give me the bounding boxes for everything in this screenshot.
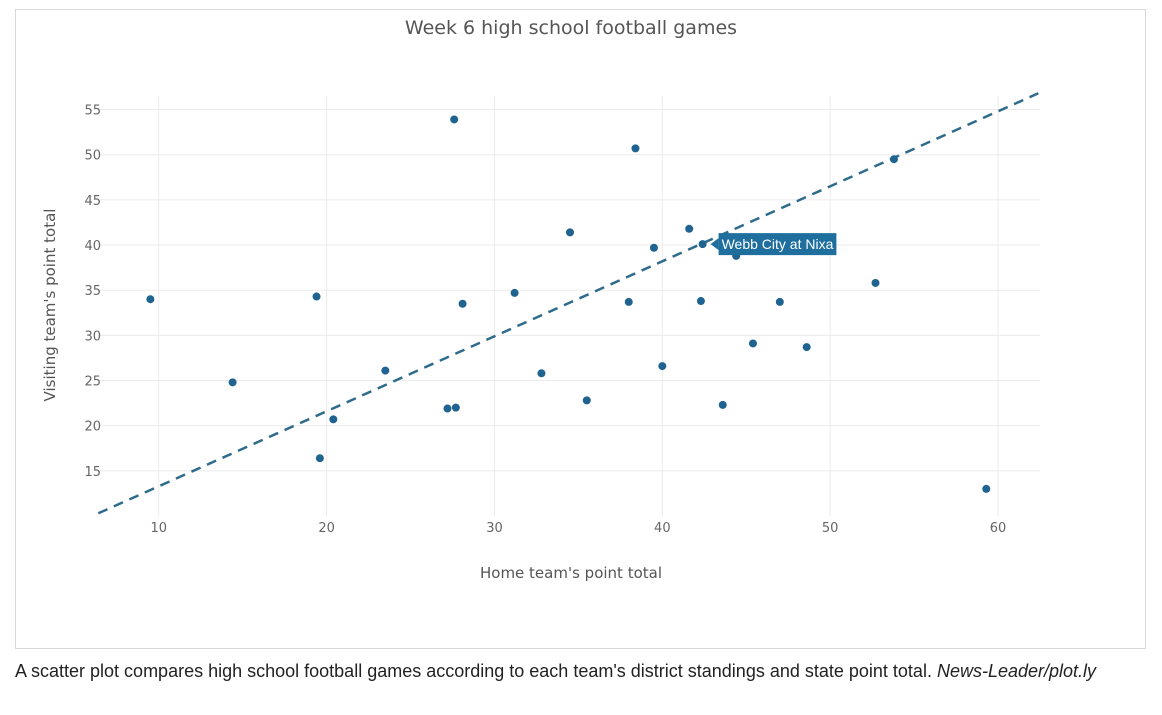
y-tick-label: 15 [84, 465, 101, 480]
data-point[interactable] [443, 404, 452, 413]
hover-tooltip: Webb City at Nixa [710, 233, 837, 256]
data-point[interactable] [510, 288, 519, 297]
tooltip-pointer [710, 238, 719, 251]
y-tick-label: 25 [84, 375, 101, 390]
data-point[interactable] [658, 362, 667, 371]
data-point[interactable] [582, 396, 591, 405]
data-point[interactable] [458, 299, 467, 308]
chart-title: Week 6 high school football games [405, 17, 737, 39]
data-point[interactable] [685, 224, 694, 233]
x-tick-label: 20 [318, 521, 335, 536]
figure-caption: A scatter plot compares high school foot… [15, 660, 1145, 683]
data-point[interactable] [315, 454, 324, 463]
caption-source: News-Leader/plot.ly [936, 661, 1097, 681]
tooltip-label: Webb City at Nixa [722, 236, 834, 252]
data-point[interactable] [537, 369, 546, 378]
data-point[interactable] [146, 295, 155, 304]
y-tick-label: 50 [84, 149, 101, 164]
data-point[interactable] [696, 297, 705, 306]
caption-text: A scatter plot compares high school foot… [15, 661, 937, 681]
data-point[interactable] [228, 378, 237, 387]
data-point[interactable] [649, 243, 658, 252]
chart-frame [15, 9, 1146, 649]
data-point[interactable] [451, 403, 460, 412]
data-point[interactable] [871, 278, 880, 287]
data-point[interactable] [889, 155, 898, 164]
x-tick-label: 30 [486, 521, 503, 536]
data-point[interactable] [566, 228, 574, 237]
scatter-plot[interactable]: Week 6 high school football games 15 20 25… [0, 0, 1162, 652]
y-tick-label: 40 [84, 239, 101, 254]
x-tick-label: 50 [822, 521, 839, 536]
data-point[interactable] [775, 297, 784, 306]
x-tick-label: 40 [654, 521, 671, 536]
data-point[interactable] [718, 400, 727, 409]
gridlines [100, 96, 1040, 516]
tooltip-box [718, 233, 837, 256]
x-tick-label: 10 [150, 521, 167, 536]
data-point[interactable] [312, 292, 321, 301]
data-point[interactable] [698, 240, 707, 249]
data-point[interactable] [381, 366, 390, 375]
data-point[interactable] [802, 343, 811, 352]
x-tick-label: 60 [990, 521, 1007, 536]
data-point[interactable] [329, 415, 338, 424]
y-axis-title: Visiting team's point total [41, 209, 59, 402]
y-tick-label: 45 [84, 194, 101, 209]
data-point[interactable] [450, 115, 459, 124]
data-point[interactable] [982, 484, 991, 493]
data-point[interactable] [624, 297, 633, 306]
data-point[interactable] [631, 144, 640, 153]
x-axis-title: Home team's point total [480, 564, 662, 582]
y-tick-label: 20 [84, 420, 101, 435]
y-tick-label: 35 [84, 284, 101, 299]
x-tick-labels: 10 20 30 40 50 60 [150, 521, 1006, 536]
y-tick-label: 55 [84, 104, 101, 119]
data-points [146, 115, 991, 493]
y-tick-labels: 15 20 25 30 35 40 45 50 55 [84, 104, 101, 480]
trend-line [97, 92, 1039, 515]
y-tick-label: 30 [84, 329, 101, 344]
data-point[interactable] [748, 339, 757, 348]
